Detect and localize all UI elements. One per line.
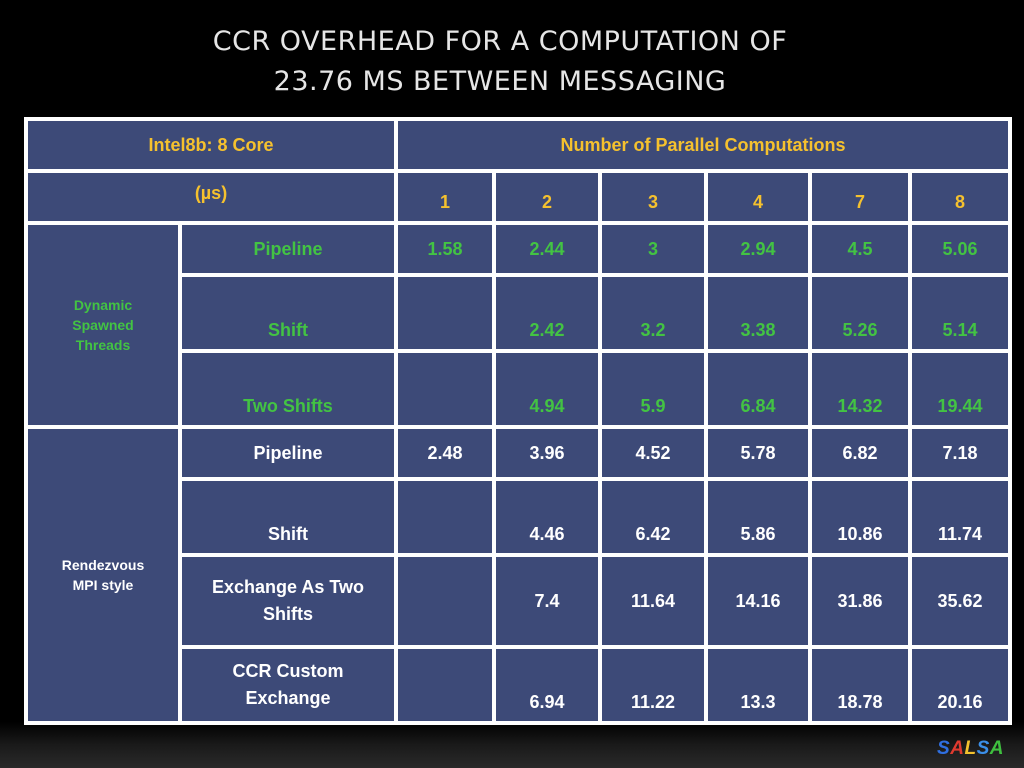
logo-letter: S: [937, 738, 951, 759]
table-cell: 7.18: [907, 425, 1013, 481]
column-header-row: (µs) 1 2 3 4 7 8: [24, 169, 1013, 225]
table-cell: 19.44: [907, 349, 1013, 429]
overhead-table: Intel8b: 8 Core Number of Parallel Compu…: [24, 117, 1013, 725]
table-cell: 5.86: [704, 477, 812, 557]
column-header: 3: [598, 169, 708, 225]
table-cell: 20.16: [907, 645, 1013, 725]
table-cell: 3: [598, 221, 708, 277]
table-cell: [394, 477, 496, 557]
unit-label: (µs): [24, 169, 398, 225]
table-cell: 35.62: [907, 553, 1013, 649]
logo-letter: L: [964, 738, 977, 759]
logo-letter: S: [976, 738, 990, 759]
section-label-mpi: Rendezvous MPI style: [24, 425, 182, 725]
table-cell: 1.58: [394, 221, 496, 277]
table-cell: 6.82: [808, 425, 912, 481]
table-cell: 5.06: [907, 221, 1013, 277]
section-label-dynamic: Dynamic Spawned Threads: [24, 221, 182, 429]
table-cell: 18.78: [808, 645, 912, 725]
column-header: 8: [907, 169, 1013, 225]
row-label: Shift: [178, 273, 398, 353]
table-cell: 6.94: [492, 645, 602, 725]
table-cell: 5.14: [907, 273, 1013, 353]
table-row: Dynamic Spawned Threads Pipeline 1.58 2.…: [24, 221, 1013, 429]
column-header: 7: [808, 169, 912, 225]
table-cell: 2.94: [704, 221, 812, 277]
table-cell: 3.96: [492, 425, 602, 481]
table-cell: 2.48: [394, 425, 496, 481]
logo-letter: A: [989, 738, 1004, 759]
row-label: Two Shifts: [178, 349, 398, 429]
header-row: Intel8b: 8 Core Number of Parallel Compu…: [24, 117, 1013, 173]
table-cell: 2.42: [492, 273, 602, 353]
column-header: 1: [394, 169, 496, 225]
table-row: Exchange As Two Shifts 7.4 11.64 14.16 3…: [26, 553, 1013, 649]
table-row: CCR Custom Exchange 6.94 11.22 13.3 18.7…: [26, 645, 1013, 725]
table-cell: 6.84: [704, 349, 812, 429]
table-cell: 6.42: [598, 477, 708, 557]
table-cell: 14.32: [808, 349, 912, 429]
table-cell: [394, 273, 496, 353]
table-cell: 11.64: [598, 553, 708, 649]
table-cell: 5.9: [598, 349, 708, 429]
group-header: Number of Parallel Computations: [393, 117, 1013, 173]
table-cell: 31.86: [808, 553, 912, 649]
table-row: Two Shifts 4.94 5.9 6.84 14.32 19.44: [26, 349, 1013, 429]
table-cell: 13.3: [704, 645, 812, 725]
table-cell: 4.52: [598, 425, 708, 481]
table-cell: 3.38: [704, 273, 812, 353]
table-cell: 4.46: [492, 477, 602, 557]
table-cell: 10.86: [808, 477, 912, 557]
table-cell: 11.74: [907, 477, 1013, 557]
table-cell: 2.44: [492, 221, 602, 277]
row-label: Exchange As Two Shifts: [178, 553, 398, 649]
table-cell: 11.22: [598, 645, 708, 725]
row-label: Pipeline: [178, 221, 398, 277]
table-cell: [394, 553, 496, 649]
row-label: CCR Custom Exchange: [178, 645, 398, 725]
row-label: Shift: [178, 477, 398, 557]
table-row: Shift 4.46 6.42 5.86 10.86 11.74: [26, 477, 1013, 557]
table-cell: 5.78: [704, 425, 812, 481]
logo-letter: A: [950, 738, 965, 759]
salsa-logo: SALSA: [937, 738, 1004, 760]
row-label: Pipeline: [178, 425, 398, 481]
table-cell: 5.26: [808, 273, 912, 353]
table-cell: 4.94: [492, 349, 602, 429]
column-header: 2: [492, 169, 602, 225]
slide-title: CCR OVERHEAD FOR A COMPUTATION OF 23.76 …: [0, 22, 1000, 102]
table-cell: [394, 349, 496, 429]
table-row: Rendezvous MPI style Pipeline 2.48 3.96 …: [24, 425, 1013, 725]
table-cell: 7.4: [492, 553, 602, 649]
table-cell: 4.5: [808, 221, 912, 277]
machine-label: Intel8b: 8 Core: [24, 117, 398, 173]
table-row: Shift 2.42 3.2 3.38 5.26 5.14: [26, 273, 1013, 353]
title-line-2: 23.76 MS BETWEEN MESSAGING: [273, 66, 727, 97]
table-cell: 3.2: [598, 273, 708, 353]
table-cell: [394, 645, 496, 725]
table-cell: 14.16: [704, 553, 812, 649]
title-line-1: CCR OVERHEAD FOR A COMPUTATION OF: [212, 26, 788, 57]
column-header: 4: [704, 169, 812, 225]
